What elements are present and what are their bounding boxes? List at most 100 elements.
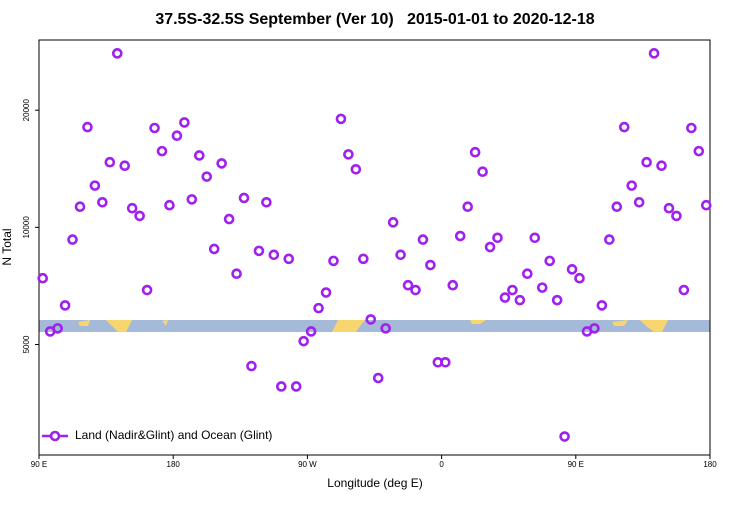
point (358, 253, 369, 265)
point (514, 294, 526, 306)
point (663, 202, 675, 214)
x-tick-label: 180 (703, 460, 717, 469)
point (499, 292, 511, 303)
x-tick-label: 90 E (31, 460, 47, 469)
point (276, 381, 287, 392)
point (141, 284, 153, 296)
y-axis-label: N Total (0, 228, 14, 265)
point (350, 163, 362, 175)
point (372, 372, 384, 384)
point (387, 217, 399, 228)
point (119, 160, 131, 172)
point (246, 360, 257, 372)
point (298, 335, 309, 347)
point (589, 323, 600, 334)
point (380, 323, 391, 334)
point (313, 302, 324, 314)
y-tick-label: 5000 (22, 335, 31, 353)
point (268, 249, 280, 261)
point (469, 146, 481, 158)
x-tick-label: 90 W (298, 460, 317, 469)
point (238, 192, 250, 204)
point (440, 356, 451, 368)
point (74, 201, 86, 212)
point (290, 381, 302, 392)
point (67, 234, 78, 245)
ocean (39, 320, 710, 332)
point (320, 287, 332, 298)
point (417, 234, 429, 245)
point (633, 196, 645, 208)
point (596, 300, 608, 311)
y-tick-label: 10000 (22, 216, 31, 239)
x-tick-label: 90 E (568, 460, 584, 469)
point (536, 282, 548, 293)
point (574, 272, 585, 284)
point (328, 255, 339, 267)
point (231, 268, 242, 280)
point (641, 156, 652, 168)
point (134, 210, 145, 222)
map-strip (39, 320, 710, 332)
point (566, 264, 578, 275)
chart-title: 37.5S-32.5S September (Ver 10) 2015-01-0… (155, 11, 594, 28)
point (216, 158, 227, 169)
point (208, 243, 220, 255)
point (611, 201, 623, 212)
point (37, 272, 49, 284)
point (410, 284, 421, 296)
point (507, 284, 518, 296)
point (171, 130, 183, 141)
point (559, 431, 570, 442)
point (626, 180, 638, 191)
point (89, 180, 101, 191)
point (656, 160, 667, 172)
point (618, 121, 630, 133)
point (223, 213, 235, 225)
x-tick-label: 0 (439, 460, 444, 469)
point (492, 232, 503, 244)
point (343, 149, 354, 160)
point (671, 210, 682, 222)
point (126, 202, 138, 214)
point (164, 199, 175, 211)
point (111, 48, 123, 59)
point (201, 171, 213, 182)
point (395, 249, 406, 261)
legend-marker (49, 430, 61, 442)
point (425, 259, 436, 271)
point (693, 145, 705, 157)
point (529, 232, 541, 244)
point (52, 323, 63, 334)
point (686, 122, 697, 134)
legend-label: Land (Nadir&Glint) and Ocean (Glint) (75, 428, 272, 442)
point (551, 294, 563, 306)
point (179, 117, 190, 128)
point (82, 121, 93, 133)
point (59, 300, 71, 311)
point (544, 255, 556, 267)
point (365, 314, 377, 325)
point (700, 199, 712, 211)
point (149, 122, 160, 134)
x-axis-label: Longitude (deg E) (327, 476, 422, 490)
point (104, 156, 116, 168)
point (648, 48, 660, 59)
plot-frame (38, 39, 711, 456)
point (402, 279, 414, 291)
point (522, 268, 533, 280)
point (97, 196, 108, 208)
point (477, 166, 488, 177)
point (186, 194, 198, 205)
point (462, 201, 473, 212)
y-tick-label: 20000 (22, 99, 31, 122)
point (454, 230, 466, 242)
point (193, 150, 205, 161)
point (156, 145, 168, 157)
point (484, 241, 496, 253)
x-tick-label: 180 (167, 460, 181, 469)
point (447, 279, 459, 291)
point (604, 234, 615, 245)
